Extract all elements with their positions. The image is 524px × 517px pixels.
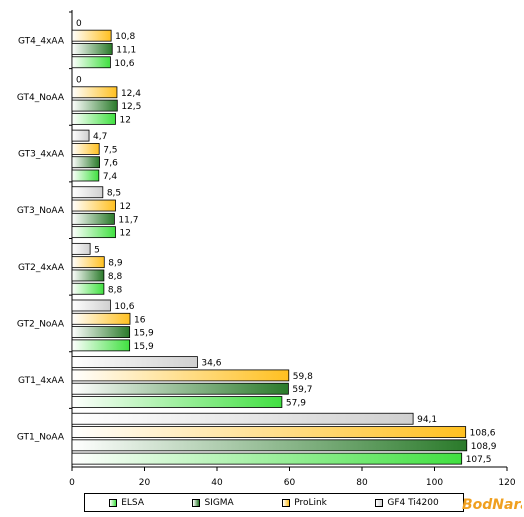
bar-GT4_NoAA-ProLink: [71, 86, 118, 99]
bar-GT1_NoAA-ProLink: [71, 426, 467, 438]
data-label: 34,6: [201, 359, 221, 369]
bar-GT3_4xAA-ELSA: [71, 169, 100, 182]
category-label: GT2_NoAA: [17, 319, 65, 329]
data-label: 10,6: [114, 302, 134, 312]
bar-GT3_NoAA-ProLink: [71, 199, 116, 212]
data-label: 108,9: [471, 442, 497, 452]
x-tick-label: 40: [211, 478, 223, 488]
data-label: 10,8: [115, 32, 135, 42]
data-label: 12,4: [121, 89, 141, 99]
category-labels: GT1_NoAA GT1_4xAA GT2_NoAA GT2_4xAA GT3_NoAA…: [17, 36, 65, 442]
data-label: 15,9: [134, 329, 154, 339]
legend-swatch: [375, 498, 384, 507]
data-label: 12,5: [121, 102, 141, 112]
data-label: 8,8: [108, 272, 123, 282]
legend-item: ProLink: [282, 498, 327, 508]
legend: ELSA SIGMA ProLink GF4 Ti4200: [84, 493, 464, 512]
x-tick-label: 80: [356, 478, 368, 488]
category-label: GT3_NoAA: [17, 206, 65, 216]
legend-swatch: [192, 498, 201, 507]
legend-swatch: [109, 498, 118, 507]
category-label: GT3_4xAA: [18, 150, 65, 160]
data-label: 11,1: [116, 45, 136, 55]
data-label: 10,6: [114, 59, 134, 69]
category-label: GT2_4xAA: [18, 263, 65, 273]
data-label: 57,9: [286, 399, 306, 409]
data-label: 108,6: [470, 429, 496, 439]
legend-item: ELSA: [109, 498, 144, 508]
data-label: 59,8: [293, 372, 313, 382]
bar-GT1_NoAA-ELSA: [71, 452, 463, 465]
data-label: 12: [120, 229, 131, 239]
x-axis-ticks: 0 20 40 60 80 100 120: [69, 467, 516, 488]
bar-GT4_4xAA-ProLink: [71, 29, 112, 42]
bar-GT3_NoAA-GF4-Ti4200: [71, 186, 104, 199]
bar-GT4_4xAA-SIGMA: [71, 43, 113, 55]
bar-GT2_NoAA-ProLink: [71, 312, 131, 325]
data-label: 7,5: [103, 145, 117, 155]
legend-label: ProLink: [294, 497, 327, 508]
x-tick-label: 20: [139, 478, 151, 488]
bar-GT4_4xAA-ELSA: [71, 56, 111, 69]
data-label: 4,7: [93, 132, 107, 142]
bar-GT2_NoAA-ELSA: [71, 339, 131, 352]
bar-GT3_NoAA-SIGMA: [71, 212, 115, 225]
bar-GT3_4xAA-ProLink: [71, 143, 100, 155]
bar-GT3_4xAA-SIGMA: [71, 156, 100, 169]
bodnara-logo: BodNara: [462, 497, 522, 513]
bar-GT2_4xAA-GF4-Ti4200: [71, 242, 91, 255]
data-label: 8,9: [108, 259, 123, 269]
data-label: 7,4: [103, 172, 118, 182]
bar-GT3_NoAA-ELSA: [71, 226, 116, 239]
bar-GT1_4xAA-SIGMA: [71, 382, 289, 395]
legend-swatch: [282, 498, 291, 507]
bar-GT2_4xAA-ELSA: [71, 282, 105, 295]
x-tick-label: 60: [284, 478, 296, 488]
data-label: 12: [120, 202, 131, 212]
bar-GT3_4xAA-GF4-Ti4200: [71, 129, 90, 142]
x-tick-label: 100: [426, 478, 443, 488]
legend-item: SIGMA: [192, 497, 234, 508]
bar-GT1_4xAA-ELSA: [71, 396, 283, 408]
legend-label: SIGMA: [204, 497, 234, 508]
data-label: 16: [134, 315, 146, 325]
data-label: 107,5: [466, 455, 492, 465]
data-label: 0: [76, 19, 82, 29]
data-label: 11,7: [118, 215, 138, 225]
category-label: GT4_4xAA: [18, 36, 65, 46]
category-label: GT1_4xAA: [18, 376, 65, 386]
data-label: 15,9: [134, 342, 154, 352]
bar-GT1_4xAA-GF4-Ti4200: [71, 356, 198, 369]
data-label: 59,7: [292, 385, 312, 395]
category-label: GT4_NoAA: [17, 93, 65, 103]
bar-GT4_NoAA-SIGMA: [71, 99, 118, 112]
legend-label: ELSA: [121, 497, 144, 508]
legend-item: GF4 Ti4200: [375, 497, 439, 508]
data-label: 0: [76, 75, 82, 85]
x-tick-label: 0: [69, 478, 75, 488]
data-label: 7,6: [104, 159, 119, 169]
x-tick-label: 120: [498, 478, 515, 488]
legend-label: GF4 Ti4200: [387, 497, 439, 508]
data-label: 94,1: [417, 415, 437, 425]
bar-GT4_NoAA-ELSA: [71, 112, 116, 125]
data-label: 12: [120, 115, 131, 125]
data-label: 8,5: [107, 189, 121, 199]
bar-GT1_4xAA-ProLink: [71, 369, 290, 382]
category-label: GT1_NoAA: [17, 433, 65, 443]
data-label: 5: [94, 245, 100, 255]
bar-GT1_NoAA-GF4-Ti4200: [71, 412, 414, 425]
logo-text: BodNara: [462, 497, 522, 513]
bar-series-group: 94,1108,6108,9107,534,659,859,757,910,61…: [71, 19, 497, 465]
bar-chart: 94,1108,6108,9107,534,659,859,757,910,61…: [17, 10, 516, 488]
bar-GT1_NoAA-SIGMA: [71, 439, 468, 452]
bar-GT2_NoAA-SIGMA: [71, 326, 131, 338]
bar-GT2_4xAA-ProLink: [71, 256, 105, 269]
bar-GT2_NoAA-GF4-Ti4200: [71, 299, 111, 312]
bar-GT2_4xAA-SIGMA: [71, 269, 105, 282]
data-label: 8,8: [108, 285, 123, 295]
